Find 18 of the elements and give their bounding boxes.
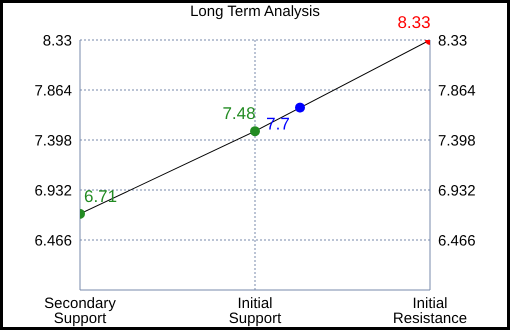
y-tick-label: 7.398: [34, 132, 72, 150]
y2-tick-label: 6.932: [438, 182, 476, 200]
x-tick-label: Secondary Support: [44, 295, 116, 327]
data-label: 7.48: [222, 104, 256, 124]
y-tick-label: 7.864: [34, 82, 72, 100]
data-label: 8.33: [397, 13, 431, 32]
y2-tick-label: 7.864: [438, 82, 476, 100]
x-tick-label: Initial Support: [228, 295, 282, 327]
data-label: 6.71: [84, 186, 118, 206]
chart-title: Long Term Analysis: [190, 3, 320, 20]
x-tick-label: Initial Resistance: [392, 295, 468, 327]
y2-tick-label: 7.398: [438, 132, 476, 150]
y2-tick-label: 8.33: [438, 32, 468, 50]
y-tick-label: 6.466: [34, 232, 72, 250]
y-tick-label: 6.932: [34, 182, 72, 200]
data-label: 7.7: [266, 114, 290, 134]
y2-tick-label: 6.466: [438, 232, 476, 250]
y-tick-label: 8.33: [42, 32, 72, 50]
